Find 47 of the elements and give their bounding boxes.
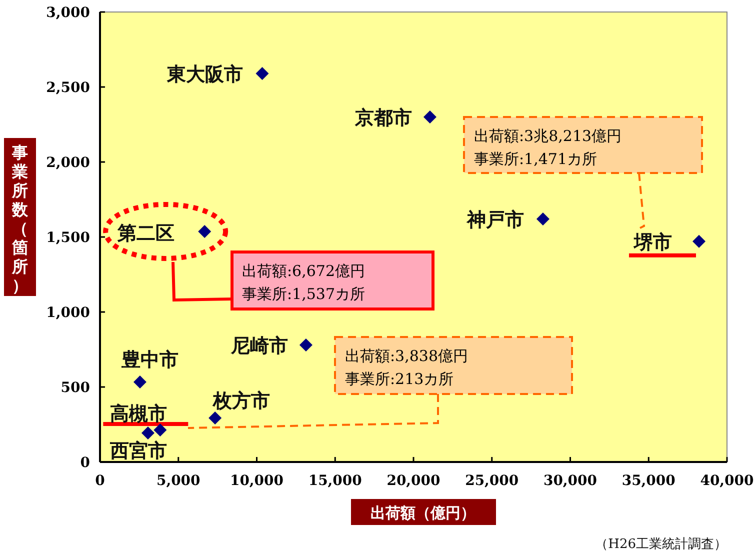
x-tick-label: 10,000 <box>230 473 284 489</box>
annotation: 尼崎市 <box>230 335 288 357</box>
annotation: 堺市 <box>632 231 672 254</box>
annotation: 西宮市 <box>108 440 167 462</box>
x-tick-label: 15,000 <box>308 473 362 489</box>
y-tick-label: 2,000 <box>46 155 90 171</box>
annotation: 枚方市 <box>212 390 270 412</box>
x-tick-label: 20,000 <box>386 473 441 489</box>
point <box>423 110 436 124</box>
point <box>154 424 167 437</box>
y-tick-label: 1,500 <box>46 230 90 246</box>
annotation: 第二区 <box>116 222 175 244</box>
xlabel: 出荷額（億円） <box>351 499 496 525</box>
annotation: 神戸市 <box>466 209 524 231</box>
y-tick-label: 1,000 <box>46 305 90 321</box>
ylabel: 事業所数（箇所） <box>4 138 36 296</box>
x-tick-label: 5,000 <box>156 473 201 489</box>
annotation: 事業所:213カ所 <box>345 370 454 388</box>
x-tick-label: 0 <box>95 473 106 489</box>
point <box>256 67 269 80</box>
x-tick-label: 35,000 <box>622 473 676 489</box>
annotation: 出荷額:3,838億円 <box>345 347 468 365</box>
y-tick-label: 2,500 <box>46 80 90 96</box>
x-tick-label: 40,000 <box>700 473 754 489</box>
text: （H26工業統計調査） <box>595 537 727 552</box>
annotation: 東大阪市 <box>166 64 244 86</box>
x-tick-label: 30,000 <box>543 473 598 489</box>
point <box>692 234 706 248</box>
point <box>536 212 550 226</box>
x-tick-label: 25,000 <box>465 473 519 489</box>
annotation: 京都市 <box>354 107 412 129</box>
y-axis-title: 事業所数（箇所） <box>11 143 29 295</box>
annotation: 出荷額:3兆8,213億円 <box>474 127 622 145</box>
y-tick-label: 0 <box>80 455 90 471</box>
point <box>141 426 154 440</box>
point <box>208 412 222 425</box>
annotation: 豊中市 <box>120 349 178 372</box>
annotation: 高槻市 <box>110 403 168 426</box>
point <box>299 338 312 352</box>
y-tick-label: 500 <box>60 380 90 396</box>
point <box>133 376 146 389</box>
x-axis-title: 出荷額（億円） <box>370 504 476 522</box>
annotation: 事業所:1,471カ所 <box>474 150 597 168</box>
point <box>198 224 212 238</box>
y-tick-label: 3,000 <box>46 5 90 21</box>
annotation: 出荷額:6,672億円 <box>242 262 365 280</box>
annotation: 事業所:1,537カ所 <box>242 285 365 303</box>
